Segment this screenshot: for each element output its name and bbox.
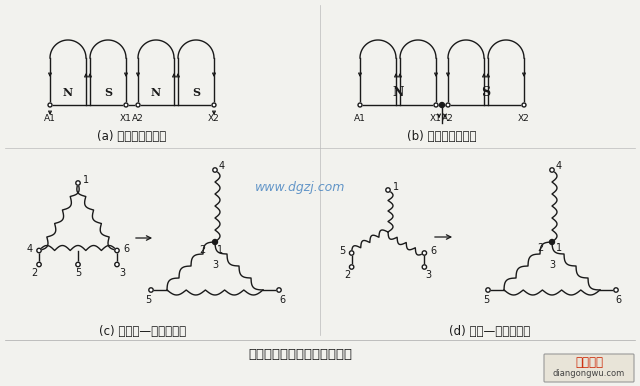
Text: 3: 3 (212, 260, 218, 270)
Circle shape (48, 103, 52, 107)
Circle shape (149, 288, 153, 292)
Circle shape (115, 262, 119, 267)
Text: A2: A2 (442, 114, 454, 123)
Text: 1: 1 (83, 175, 89, 185)
Circle shape (212, 168, 217, 172)
Text: 6: 6 (123, 244, 129, 254)
Text: A1: A1 (44, 114, 56, 123)
Text: 电工之屋: 电工之屋 (575, 357, 603, 369)
Text: 2: 2 (200, 245, 206, 255)
Text: 3: 3 (549, 260, 555, 270)
Circle shape (37, 262, 41, 267)
Circle shape (76, 181, 80, 185)
Text: www.dgzj.com: www.dgzj.com (255, 181, 345, 195)
Text: X1: X1 (430, 114, 442, 123)
Circle shape (550, 239, 554, 244)
Text: S: S (104, 88, 112, 98)
Circle shape (614, 288, 618, 292)
Circle shape (115, 248, 119, 253)
Text: (b) 二极绕组展开图: (b) 二极绕组展开图 (407, 130, 477, 143)
Text: 6: 6 (279, 295, 285, 305)
Text: 2: 2 (344, 270, 351, 280)
Text: 1: 1 (217, 245, 223, 255)
Text: X2: X2 (208, 114, 220, 123)
Circle shape (422, 251, 427, 255)
Circle shape (422, 265, 427, 269)
Text: 4: 4 (219, 161, 225, 171)
Circle shape (358, 103, 362, 107)
Text: 3: 3 (119, 267, 125, 278)
Circle shape (446, 103, 450, 107)
Circle shape (434, 103, 438, 107)
Text: N: N (63, 88, 73, 98)
Circle shape (136, 103, 140, 107)
Circle shape (124, 103, 128, 107)
Circle shape (486, 288, 490, 292)
Circle shape (522, 103, 526, 107)
FancyBboxPatch shape (544, 354, 634, 382)
Circle shape (212, 239, 218, 244)
Text: S: S (481, 86, 491, 100)
Text: 5: 5 (339, 246, 346, 256)
Circle shape (212, 103, 216, 107)
Text: A2: A2 (132, 114, 144, 123)
Text: X2: X2 (518, 114, 530, 123)
Circle shape (76, 262, 80, 267)
Circle shape (349, 251, 354, 255)
Circle shape (386, 188, 390, 192)
Text: 4: 4 (27, 244, 33, 254)
Text: 2: 2 (31, 267, 37, 278)
Text: S: S (192, 88, 200, 98)
Text: 5: 5 (75, 267, 81, 278)
Circle shape (440, 103, 445, 107)
Text: 4: 4 (556, 161, 562, 171)
Text: 5: 5 (145, 295, 151, 305)
Text: 1: 1 (393, 182, 399, 192)
Circle shape (277, 288, 281, 292)
Text: A1: A1 (354, 114, 366, 123)
Text: 2: 2 (537, 243, 543, 253)
Text: diangongwu.com: diangongwu.com (553, 369, 625, 379)
Text: 6: 6 (615, 295, 621, 305)
Text: N: N (392, 86, 404, 100)
Text: 双速电动机改变极对数的原理: 双速电动机改变极对数的原理 (248, 349, 352, 362)
Text: 3: 3 (426, 270, 431, 280)
Text: 6: 6 (430, 246, 436, 256)
Text: (d) 星形—双星形转换: (d) 星形—双星形转换 (449, 325, 531, 338)
Circle shape (349, 265, 354, 269)
Text: 1: 1 (556, 243, 562, 253)
Text: N: N (151, 88, 161, 98)
Circle shape (37, 248, 41, 253)
Text: (c) 三角形—双星形转换: (c) 三角形—双星形转换 (99, 325, 187, 338)
Text: (a) 四极绕组展开图: (a) 四极绕组展开图 (97, 130, 166, 143)
Circle shape (550, 168, 554, 172)
Text: X1: X1 (120, 114, 132, 123)
Text: 5: 5 (483, 295, 489, 305)
